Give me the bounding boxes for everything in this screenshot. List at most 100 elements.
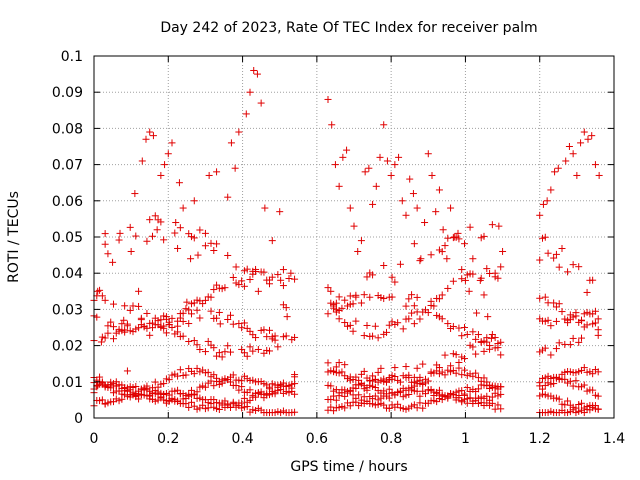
data-point	[328, 121, 336, 129]
data-point	[246, 88, 254, 96]
data-point	[176, 366, 184, 374]
data-point	[469, 255, 477, 263]
data-point	[204, 404, 212, 412]
data-point	[201, 348, 209, 356]
data-point	[595, 171, 603, 179]
data-point	[578, 316, 585, 324]
data-point	[185, 306, 193, 314]
data-point	[438, 315, 446, 323]
data-point	[227, 139, 235, 147]
data-point	[341, 404, 349, 412]
data-point	[439, 226, 447, 234]
data-point	[196, 346, 204, 354]
data-point	[346, 292, 354, 300]
data-point	[441, 371, 449, 379]
data-point	[469, 328, 477, 336]
data-point	[594, 405, 602, 413]
data-point	[168, 314, 176, 322]
data-point	[569, 150, 577, 158]
data-point	[346, 321, 354, 329]
data-point	[210, 382, 218, 390]
x-tick-label: 0.2	[157, 431, 179, 447]
data-point	[116, 229, 124, 237]
data-point	[477, 274, 485, 282]
grid	[94, 56, 614, 418]
data-point	[473, 309, 481, 317]
data-point	[566, 341, 574, 349]
data-point	[406, 175, 414, 183]
data-point	[374, 368, 382, 376]
data-point	[341, 296, 349, 304]
data-point	[185, 403, 193, 411]
data-point	[466, 223, 474, 231]
data-point	[127, 247, 135, 255]
data-point	[171, 229, 179, 237]
data-point	[554, 164, 562, 172]
data-point	[188, 310, 195, 318]
data-point	[110, 300, 117, 308]
data-point	[101, 334, 109, 342]
data-point	[210, 246, 218, 254]
data-point	[594, 368, 602, 376]
data-point	[427, 251, 435, 259]
data-point	[575, 263, 583, 271]
data-point	[497, 338, 505, 346]
data-point	[131, 190, 139, 198]
data-point	[405, 295, 413, 303]
data-point	[229, 371, 237, 379]
data-point	[123, 320, 131, 328]
data-point	[536, 294, 544, 302]
data-point	[588, 132, 596, 140]
data-point	[461, 324, 468, 332]
x-tick-label: 0.8	[380, 431, 402, 447]
data-point	[413, 204, 421, 212]
data-point	[146, 331, 154, 339]
data-point	[98, 292, 106, 300]
x-tick-label: 1.4	[603, 431, 625, 447]
data-point	[497, 351, 505, 359]
data-point	[143, 237, 151, 245]
data-point	[455, 358, 463, 366]
y-tick-label: 0.01	[52, 375, 83, 391]
data-point	[238, 277, 246, 285]
data-point	[435, 186, 443, 194]
data-point	[201, 383, 209, 391]
data-point	[483, 392, 491, 400]
data-point	[229, 273, 237, 281]
x-axis-label: GPS time / hours	[290, 459, 407, 475]
data-point	[454, 229, 462, 237]
data-point	[435, 386, 443, 394]
data-point	[352, 293, 360, 301]
data-point	[143, 382, 151, 390]
data-point	[558, 245, 566, 253]
data-point	[98, 396, 106, 404]
data-point	[349, 327, 357, 335]
data-point	[366, 293, 374, 301]
data-point	[338, 368, 346, 376]
y-tick-label: 0.1	[61, 49, 83, 65]
data-point	[487, 334, 495, 342]
data-point	[215, 406, 223, 414]
data-point	[257, 99, 265, 107]
data-point	[355, 391, 363, 399]
data-point	[232, 382, 240, 390]
data-point	[335, 359, 343, 367]
data-point	[497, 390, 505, 398]
data-point	[121, 302, 129, 310]
data-point	[497, 405, 505, 413]
data-point	[435, 295, 443, 303]
data-point	[474, 385, 482, 393]
data-point	[221, 284, 229, 292]
y-tick-label: 0.04	[52, 266, 83, 282]
data-point	[254, 287, 262, 295]
data-point	[231, 164, 239, 172]
data-point	[341, 319, 349, 327]
data-point	[547, 351, 555, 359]
data-point	[182, 371, 190, 379]
data-point	[354, 247, 362, 255]
data-point	[566, 377, 574, 385]
data-point	[277, 276, 285, 284]
axis-ticks: 0 0.01 0.02 0.03 0.04 0.05 0.06 0.07 0.08 0.09 0.1…	[52, 49, 625, 447]
data-point	[394, 319, 402, 327]
